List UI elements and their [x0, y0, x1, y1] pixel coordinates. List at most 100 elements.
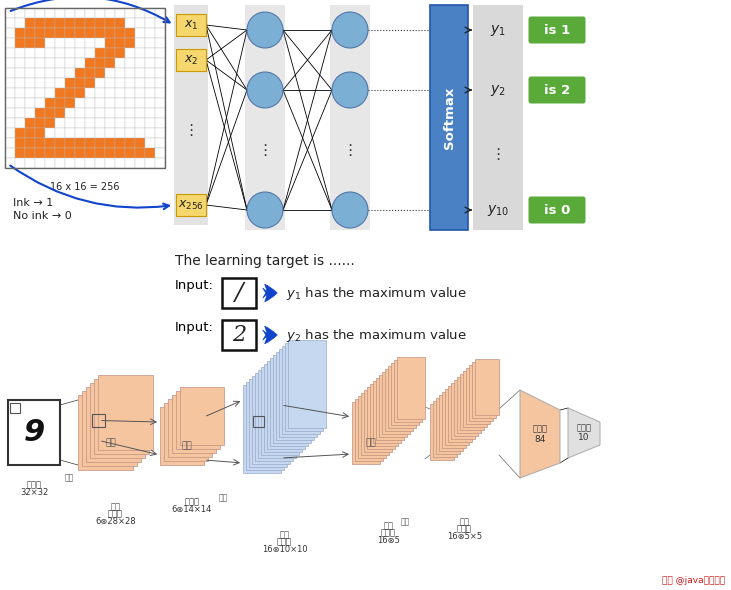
Bar — [145, 38, 155, 48]
Bar — [95, 28, 105, 38]
Bar — [35, 38, 45, 48]
Bar — [125, 138, 135, 148]
Bar — [45, 38, 55, 48]
Bar — [451, 383, 475, 439]
Text: 16 x 16 = 256: 16 x 16 = 256 — [50, 182, 120, 192]
Bar — [155, 148, 165, 158]
Bar — [125, 8, 135, 18]
Text: 卷积层: 卷积层 — [457, 524, 472, 533]
Bar — [155, 138, 165, 148]
Bar — [222, 320, 256, 350]
Bar — [135, 68, 145, 78]
Bar — [105, 78, 115, 88]
Circle shape — [247, 192, 283, 228]
Bar — [55, 158, 65, 168]
Bar — [5, 78, 15, 88]
Bar — [125, 118, 135, 128]
Bar — [105, 138, 115, 148]
Bar — [5, 48, 15, 58]
Bar — [35, 58, 45, 68]
Bar — [75, 28, 85, 38]
Bar — [135, 138, 145, 148]
Bar — [5, 158, 15, 168]
Bar — [115, 68, 125, 78]
Bar — [457, 377, 481, 433]
Bar — [270, 358, 308, 446]
Bar — [115, 28, 125, 38]
Bar — [473, 5, 523, 230]
Bar — [25, 88, 35, 98]
Text: 卷积层: 卷积层 — [277, 537, 292, 546]
Bar — [125, 18, 135, 28]
Bar — [85, 148, 95, 158]
Bar — [135, 58, 145, 68]
Text: 采样层: 采样层 — [184, 497, 200, 506]
Bar — [35, 48, 45, 58]
Bar — [25, 58, 35, 68]
Bar — [155, 28, 165, 38]
Bar — [75, 148, 85, 158]
Bar — [176, 391, 220, 449]
Bar — [25, 68, 35, 78]
Text: $x_1$: $x_1$ — [183, 18, 198, 31]
Bar — [5, 58, 15, 68]
Bar — [65, 148, 75, 158]
Bar — [145, 158, 155, 168]
Bar — [105, 128, 115, 138]
Bar — [433, 401, 457, 457]
Bar — [145, 98, 155, 108]
Bar — [174, 5, 208, 225]
Bar — [105, 48, 115, 58]
Bar — [65, 128, 75, 138]
Bar — [65, 48, 75, 58]
Bar — [258, 370, 296, 458]
Bar — [15, 8, 25, 18]
Text: $y_2$ has the maximum value: $y_2$ has the maximum value — [286, 326, 466, 343]
Bar — [15, 98, 25, 108]
Bar — [145, 48, 155, 58]
Bar — [75, 158, 85, 168]
Polygon shape — [520, 390, 560, 478]
Bar — [85, 128, 95, 138]
Bar — [15, 38, 25, 48]
Bar — [5, 38, 15, 48]
Bar — [45, 88, 55, 98]
Bar — [15, 88, 25, 98]
Bar — [55, 8, 65, 18]
Text: is 2: is 2 — [544, 84, 570, 97]
Bar — [55, 148, 65, 158]
Bar — [155, 98, 165, 108]
Bar — [105, 148, 115, 158]
Bar — [105, 108, 115, 118]
Bar — [155, 128, 165, 138]
Bar — [5, 108, 15, 118]
Bar — [75, 78, 85, 88]
Bar — [15, 48, 25, 58]
Bar — [55, 28, 65, 38]
Text: ⋮: ⋮ — [257, 143, 273, 158]
Bar — [145, 118, 155, 128]
Bar — [105, 118, 115, 128]
Bar — [35, 28, 45, 38]
Text: 卷积层: 卷积层 — [108, 509, 123, 518]
Bar — [466, 368, 490, 424]
Bar — [35, 128, 45, 138]
Bar — [105, 8, 115, 18]
Bar — [145, 108, 155, 118]
Bar — [15, 78, 25, 88]
Bar — [436, 398, 460, 454]
Bar — [65, 38, 75, 48]
Bar — [155, 78, 165, 88]
Bar — [115, 38, 125, 48]
Bar — [391, 363, 419, 425]
Bar — [35, 118, 45, 128]
Bar — [75, 8, 85, 18]
Bar — [45, 138, 55, 148]
Text: 采样: 采样 — [384, 521, 393, 530]
Bar — [145, 28, 155, 38]
Bar — [253, 416, 264, 427]
Bar — [45, 58, 55, 68]
Bar — [65, 58, 75, 68]
Text: The learning target is ......: The learning target is ...... — [175, 254, 355, 268]
Bar — [95, 48, 105, 58]
